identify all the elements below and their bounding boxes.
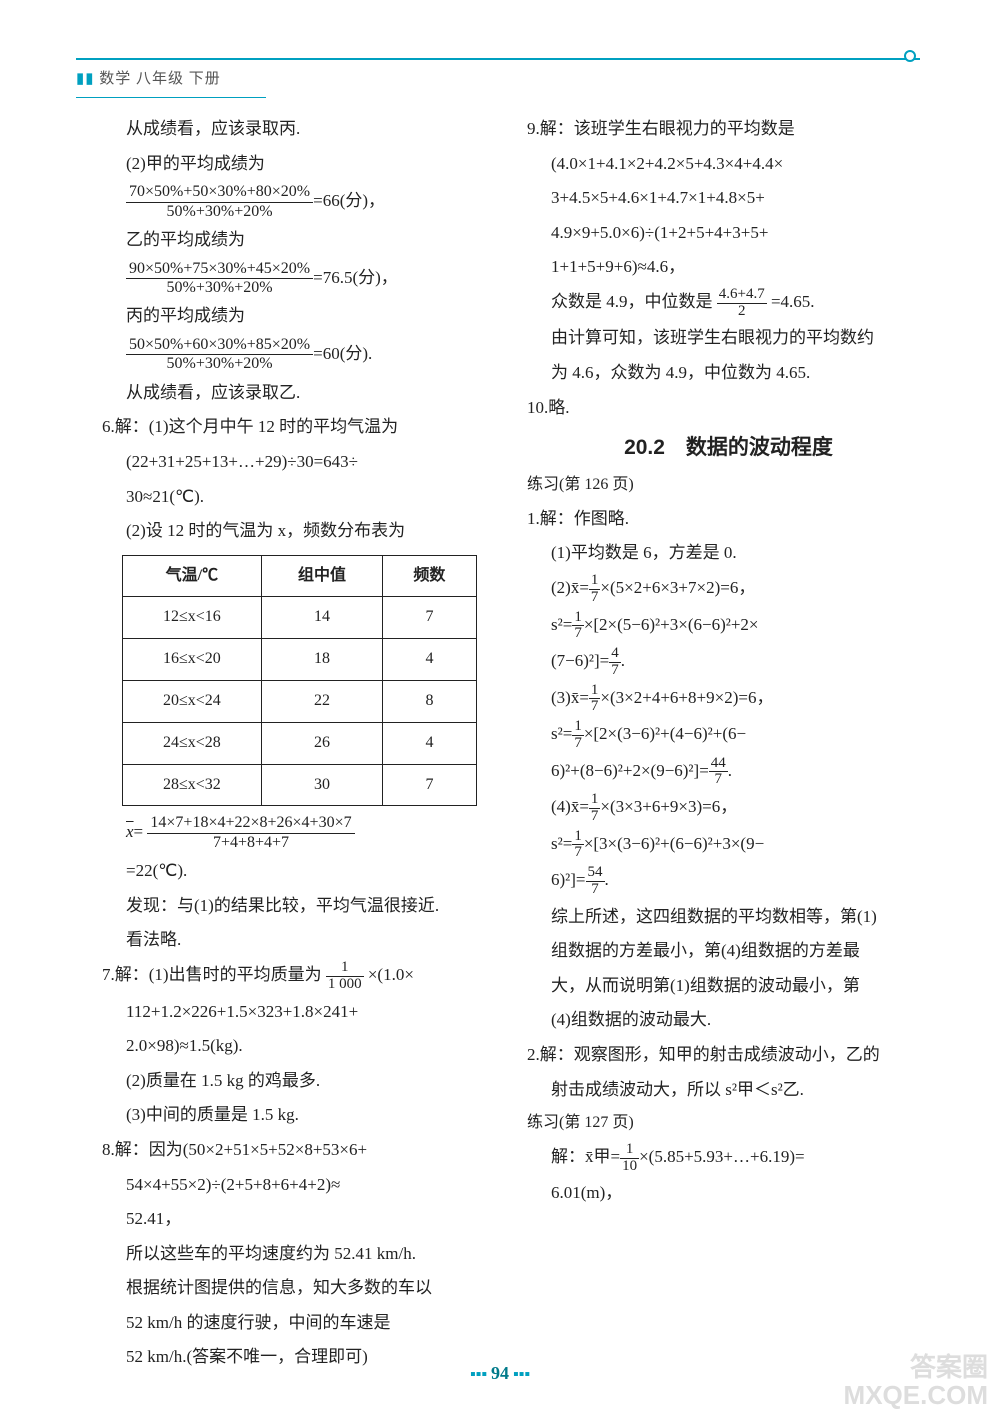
text: 从成绩看，应该录取乙.	[102, 378, 505, 409]
text: 根据统计图提供的信息，知大多数的车以	[102, 1273, 505, 1304]
text: 52.41，	[102, 1204, 505, 1235]
text: (2)甲的平均成绩为	[102, 149, 505, 180]
text: 射击成绩波动大，所以 s²甲＜s²乙.	[527, 1075, 930, 1106]
text: 丙的平均成绩为	[102, 301, 505, 332]
text: (4.0×1+4.1×2+4.2×5+4.3×4+4.4×	[527, 149, 930, 180]
text: 54×4+55×2)÷(2+5+8+6+4+2)≈	[102, 1170, 505, 1201]
th: 气温/℃	[123, 555, 262, 597]
xbar-formula: x= 14×7+18×4+22×8+26×4+30×77+4+8+4+7	[102, 814, 505, 852]
text: =22(℃).	[102, 856, 505, 887]
text: 为 4.6，众数为 4.9，中位数为 4.65.	[527, 358, 930, 389]
text: 1+1+5+9+6)≈4.6，	[527, 252, 930, 283]
section-title: 20.2 数据的波动程度	[527, 429, 930, 467]
text: 综上所述，这四组数据的平均数相等，第(1)	[527, 902, 930, 933]
q9: 9.解：该班学生右眼视力的平均数是	[527, 114, 930, 145]
formula: (7−6)²]=47.	[527, 646, 930, 679]
watermark-line2: MXQE.COM	[844, 1381, 988, 1410]
table-header-row: 气温/℃ 组中值 频数	[123, 555, 477, 597]
freq-table: 气温/℃ 组中值 频数 12≤x<16147 16≤x<20184 20≤x<2…	[122, 555, 477, 807]
subject-label: 数学 八年级 下册	[99, 71, 221, 87]
text: 大，从而说明第(1)组数据的波动最小，第	[527, 971, 930, 1002]
content-columns: 从成绩看，应该录取丙. (2)甲的平均成绩为 70×50%+50×30%+80×…	[102, 110, 930, 1377]
text: 2.0×98)≈1.5(kg).	[102, 1031, 505, 1062]
q6: 6.解：(1)这个月中午 12 时的平均气温为	[102, 412, 505, 443]
q10: 10.略.	[527, 393, 930, 424]
formula: 50×50%+60×30%+85×20%50%+30%+20%=60(分).	[102, 336, 505, 374]
text: (4)组数据的波动最大.	[527, 1005, 930, 1036]
left-column: 从成绩看，应该录取丙. (2)甲的平均成绩为 70×50%+50×30%+80×…	[102, 110, 505, 1377]
text: (3)中间的质量是 1.5 kg.	[102, 1100, 505, 1131]
formula: s²=17×[3×(3−6)²+(6−6)²+3×(9−	[527, 829, 930, 862]
watermark-line1: 答案圈	[844, 1353, 988, 1382]
text: 由计算可知，该班学生右眼视力的平均数约	[527, 323, 930, 354]
formula: s²=17×[2×(3−6)²+(4−6)²+(6−	[527, 719, 930, 752]
th: 频数	[383, 555, 476, 597]
text: 众数是 4.9，中位数是 4.6+4.72 =4.65.	[527, 287, 930, 320]
table-row: 20≤x<24228	[123, 681, 477, 723]
text: 30≈21(℃).	[102, 482, 505, 513]
text: 6.01(m)，	[527, 1178, 930, 1209]
formula: 90×50%+75×30%+45×20%50%+30%+20%=76.5(分)，	[102, 260, 505, 298]
table-row: 24≤x<28264	[123, 722, 477, 764]
e1: 1.解：作图略.	[527, 504, 930, 535]
text: (2)质量在 1.5 kg 的鸡最多.	[102, 1066, 505, 1097]
text: 3+4.5×5+4.6×1+4.7×1+4.8×5+	[527, 183, 930, 214]
text: 发现：与(1)的结果比较，平均气温很接近.	[102, 891, 505, 922]
exercise-title-2: 练习(第 127 页)	[527, 1109, 930, 1138]
header-rule-top	[76, 58, 920, 60]
formula: 解：x̄甲=110×(5.85+5.93+…+6.19)=	[527, 1142, 930, 1175]
right-column: 9.解：该班学生右眼视力的平均数是 (4.0×1+4.1×2+4.2×5+4.3…	[527, 110, 930, 1377]
th: 组中值	[261, 555, 383, 597]
header-title: ▮▮ 数学 八年级 下册	[76, 66, 920, 93]
text: 组数据的方差最小，第(4)组数据的方差最	[527, 936, 930, 967]
text: 乙的平均成绩为	[102, 225, 505, 256]
text: 112+1.2×226+1.5×323+1.8×241+	[102, 997, 505, 1028]
table-row: 16≤x<20184	[123, 639, 477, 681]
text: (22+31+25+13+…+29)÷30=643÷	[102, 447, 505, 478]
text: 52 km/h 的速度行驶，中间的车速是	[102, 1308, 505, 1339]
q8: 8.解：因为(50×2+51×5+52×8+53×6+	[102, 1135, 505, 1166]
e2: 2.解：观察图形，知甲的射击成绩波动小，乙的	[527, 1040, 930, 1071]
q7: 7.解：(1)出售时的平均质量为 11 000 ×(1.0×	[102, 960, 505, 993]
formula: s²=17×[2×(5−6)²+3×(6−6)²+2×	[527, 610, 930, 643]
formula: (2)x̄=17×(5×2+6×3+7×2)=6，	[527, 573, 930, 606]
text: 所以这些车的平均速度约为 52.41 km/h.	[102, 1239, 505, 1270]
text: 4.9×9+5.0×6)÷(1+2+5+4+3+5+	[527, 218, 930, 249]
text: 从成绩看，应该录取丙.	[102, 114, 505, 145]
formula: (4)x̄=17×(3×3+6+9×3)=6，	[527, 792, 930, 825]
header-rule-bottom	[76, 97, 266, 98]
exercise-title: 练习(第 126 页)	[527, 471, 930, 500]
text: (1)平均数是 6，方差是 0.	[527, 538, 930, 569]
text: (2)设 12 时的气温为 x，频数分布表为	[102, 516, 505, 547]
table-row: 28≤x<32307	[123, 764, 477, 806]
formula: 6)²+(8−6)²+2×(9−6)²]=447.	[527, 756, 930, 789]
text: 看法略.	[102, 925, 505, 956]
formula: 70×50%+50×30%+80×20%50%+30%+20%=66(分)，	[102, 183, 505, 221]
formula: 6)²]=547.	[527, 865, 930, 898]
watermark: 答案圈 MXQE.COM	[844, 1353, 988, 1410]
table-row: 12≤x<16147	[123, 597, 477, 639]
formula: (3)x̄=17×(3×2+4+6+8+9×2)=6，	[527, 683, 930, 716]
header-dot	[904, 50, 916, 62]
page-header: ▮▮ 数学 八年级 下册	[76, 58, 920, 88]
